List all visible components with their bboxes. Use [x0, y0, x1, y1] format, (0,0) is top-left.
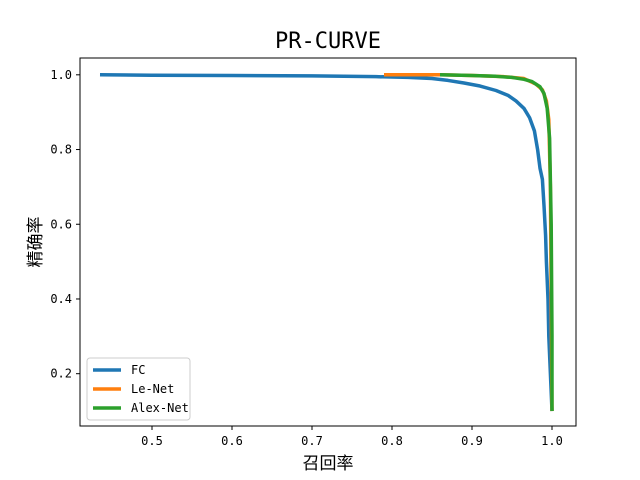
x-tick-label: 0.9 [461, 434, 483, 448]
legend-box [86, 357, 191, 421]
series-layer [99, 73, 554, 412]
legend-label: Alex-Net [131, 401, 189, 415]
plot-frame [79, 57, 577, 427]
y-axis-label: 精确率 [26, 217, 46, 268]
y-tick-label: 0.6 [50, 217, 72, 231]
x-tick-label: 0.8 [381, 434, 403, 448]
x-tick-label: 1.0 [541, 434, 563, 448]
x-axis-label: 召回率 [303, 454, 354, 474]
y-tick-label: 1.0 [50, 68, 72, 82]
x-tick-label: 0.7 [301, 434, 323, 448]
x-tick-label: 0.6 [221, 434, 243, 448]
series-line-alex-net [439, 73, 554, 412]
y-axis-ticks: 0.2 0.4 0.6 0.8 1.0 [50, 68, 80, 381]
y-tick-label: 0.4 [50, 292, 72, 306]
legend: FC Le-Net Alex-Net [86, 357, 191, 421]
y-tick-label: 0.2 [50, 367, 72, 381]
series-line-le-net [384, 73, 554, 412]
series-line-fc [99, 73, 554, 412]
y-tick-label: 0.8 [50, 143, 72, 157]
x-axis-ticks: 0.5 0.6 0.7 0.8 0.9 1.0 [141, 426, 563, 448]
legend-label: FC [131, 363, 145, 377]
chart-title: PR-CURVE [275, 29, 381, 54]
legend-label: Le-Net [131, 382, 174, 396]
x-tick-label: 0.5 [141, 434, 163, 448]
